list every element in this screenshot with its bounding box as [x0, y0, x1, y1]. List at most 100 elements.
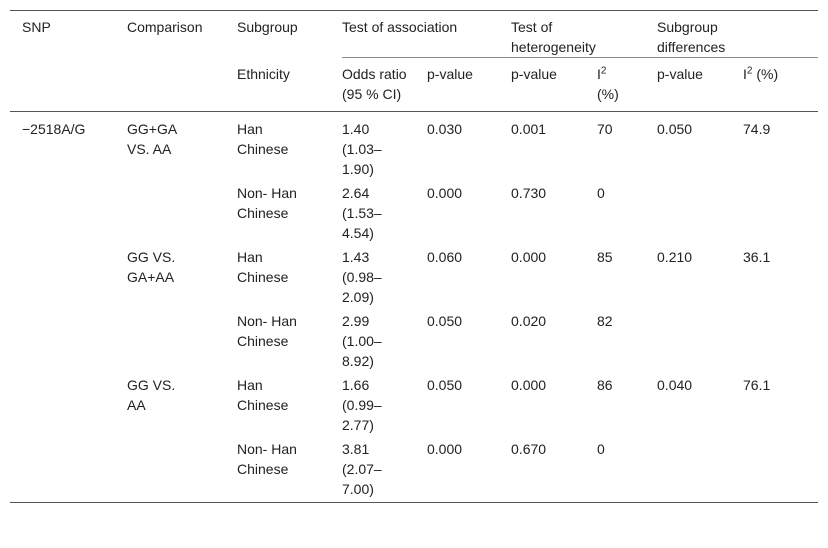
- cell-odds-ratio-text: 1.43 (0.98– 2.09): [342, 249, 382, 305]
- cell-snp: [10, 435, 127, 503]
- cell-odds-ratio-text: 1.40 (1.03– 1.90): [342, 121, 382, 177]
- cell-odds-ratio: 3.81 (2.07– 7.00): [342, 435, 427, 503]
- cell-ethnicity: Non- Han Chinese: [237, 179, 342, 243]
- table-row: Non- Han Chinese 2.99 (1.00– 8.92) 0.050…: [10, 307, 818, 371]
- cell-i2-sub: 74.9: [743, 121, 771, 137]
- cell-i2: 0: [597, 185, 605, 201]
- header-comparison: Comparison: [127, 10, 237, 58]
- cell-p-sub: [657, 435, 743, 503]
- i2-het-sup: 2: [600, 65, 607, 77]
- cell-odds-ratio: 1.43 (0.98– 2.09): [342, 243, 427, 307]
- cell-p-assoc: 0.030: [427, 121, 463, 137]
- table-row: Non- Han Chinese 2.64 (1.53– 4.54) 0.000…: [10, 179, 818, 243]
- cell-ethnicity-text: Han Chinese: [237, 249, 289, 285]
- cell-comparison: [127, 435, 237, 503]
- header-test-heterogeneity: Test of heterogeneity: [511, 10, 658, 58]
- cell-odds-ratio: 2.64 (1.53– 4.54): [342, 179, 427, 243]
- header-odds-ratio: Odds ratio (95 % CI): [342, 58, 427, 112]
- association-table: SNP Comparison Subgroup Test of associat…: [10, 10, 819, 503]
- cell-ethnicity: Han Chinese: [237, 371, 342, 435]
- header-subgroup-differences: Subgroup differences: [657, 10, 819, 58]
- cell-odds-ratio-text: 3.81 (2.07– 7.00): [342, 441, 382, 497]
- cell-comparison: GG VS. GA+AA: [127, 243, 237, 307]
- cell-snp: [10, 243, 127, 307]
- results-table-container: SNP Comparison Subgroup Test of associat…: [10, 10, 819, 503]
- cell-snp: [10, 307, 127, 371]
- header-row-2: Ethnicity Odds ratio (95 % CI) p-value p…: [10, 58, 819, 112]
- cell-p-assoc: 0.000: [427, 185, 463, 201]
- cell-snp: −2518A/G: [22, 121, 86, 137]
- table-row: GG VS. GA+AA Han Chinese 1.43 (0.98– 2.0…: [10, 243, 818, 307]
- cell-p-sub: 0.210: [657, 249, 693, 265]
- header-row-1: SNP Comparison Subgroup Test of associat…: [10, 10, 819, 58]
- cell-ethnicity: Non- Han Chinese: [237, 435, 342, 503]
- table-row: GG VS. AA Han Chinese 1.66 (0.99– 2.77) …: [10, 371, 818, 435]
- cell-p-het: 0.000: [511, 249, 547, 265]
- cell-i2-sub: [743, 307, 818, 371]
- header-ethnicity: Ethnicity: [237, 65, 290, 82]
- i2-sub-base: I: [743, 66, 747, 82]
- i2-het-unit: (%): [597, 86, 619, 102]
- cell-p-het: 0.000: [511, 377, 547, 393]
- cell-p-assoc: 0.050: [427, 377, 463, 393]
- cell-p-assoc: 0.060: [427, 249, 463, 265]
- cell-snp: [10, 371, 127, 435]
- cell-i2-sub: 36.1: [743, 249, 771, 265]
- table-row: Non- Han Chinese 3.81 (2.07– 7.00) 0.000…: [10, 435, 819, 503]
- cell-ethnicity-text: Non- Han Chinese: [237, 441, 297, 477]
- cell-i2-sub: 76.1: [743, 377, 771, 393]
- cell-p-sub: 0.050: [657, 121, 693, 137]
- header-test-association-text: Test of association: [342, 19, 458, 35]
- cell-i2: 86: [597, 377, 613, 393]
- cell-p-het: 0.670: [511, 441, 547, 457]
- header-p-het: p-value: [511, 66, 557, 82]
- cell-p-assoc: 0.050: [427, 313, 463, 329]
- header-test-heterogeneity-text: Test of heterogeneity: [511, 19, 596, 55]
- cell-ethnicity-text: Han Chinese: [237, 121, 289, 157]
- cell-ethnicity: Non- Han Chinese: [237, 307, 342, 371]
- header-odds-ratio-text: Odds ratio (95 % CI): [342, 66, 407, 102]
- cell-i2: 0: [597, 441, 605, 457]
- header-snp: SNP: [10, 10, 127, 58]
- header-empty-1: [10, 58, 127, 112]
- cell-comparison-text: GG VS. GA+AA: [127, 249, 176, 285]
- cell-comparison: GG VS. AA: [127, 371, 237, 435]
- i2-sub-unit: (%): [756, 66, 779, 82]
- cell-p-sub: [657, 179, 743, 243]
- header-subgroup-differences-text: Subgroup differences: [657, 19, 726, 55]
- cell-odds-ratio: 2.99 (1.00– 8.92): [342, 307, 427, 371]
- cell-p-het: 0.020: [511, 313, 547, 329]
- header-test-association: Test of association: [342, 10, 512, 58]
- cell-i2: 82: [597, 313, 613, 329]
- cell-odds-ratio-text: 1.66 (0.99– 2.77): [342, 377, 382, 433]
- header-p-assoc: p-value: [427, 66, 473, 82]
- cell-ethnicity: Han Chinese: [237, 243, 342, 307]
- cell-ethnicity-text: Non- Han Chinese: [237, 313, 297, 349]
- header-empty-2: [127, 58, 237, 112]
- cell-p-sub: [657, 307, 743, 371]
- cell-i2-sub: [743, 179, 818, 243]
- table-row: −2518A/G GG+GA VS. AA Han Chinese 1.40 (…: [10, 112, 818, 180]
- cell-comparison-text: GG+GA VS. AA: [127, 121, 177, 157]
- cell-ethnicity-text: Non- Han Chinese: [237, 185, 297, 221]
- cell-p-het: 0.001: [511, 121, 547, 137]
- cell-comparison: [127, 307, 237, 371]
- cell-comparison: [127, 179, 237, 243]
- cell-odds-ratio-text: 2.64 (1.53– 4.54): [342, 185, 382, 241]
- cell-i2: 70: [597, 121, 613, 137]
- header-i2-sub: I2 (%): [743, 58, 818, 112]
- cell-snp: [10, 179, 127, 243]
- header-i2-het: I2 (%): [597, 58, 657, 112]
- cell-comparison-text: GG VS. AA: [127, 377, 176, 413]
- cell-p-assoc: 0.000: [427, 441, 463, 457]
- cell-ethnicity: Han Chinese: [237, 112, 342, 180]
- i2-het-base: I: [597, 66, 601, 82]
- cell-i2-sub: [743, 435, 818, 503]
- cell-odds-ratio: 1.66 (0.99– 2.77): [342, 371, 427, 435]
- cell-ethnicity-text: Han Chinese: [237, 377, 289, 413]
- cell-odds-ratio-text: 2.99 (1.00– 8.92): [342, 313, 382, 369]
- header-subgroup: Subgroup: [237, 10, 342, 58]
- cell-comparison: GG+GA VS. AA: [127, 112, 237, 180]
- cell-odds-ratio: 1.40 (1.03– 1.90): [342, 112, 427, 180]
- cell-i2: 85: [597, 249, 613, 265]
